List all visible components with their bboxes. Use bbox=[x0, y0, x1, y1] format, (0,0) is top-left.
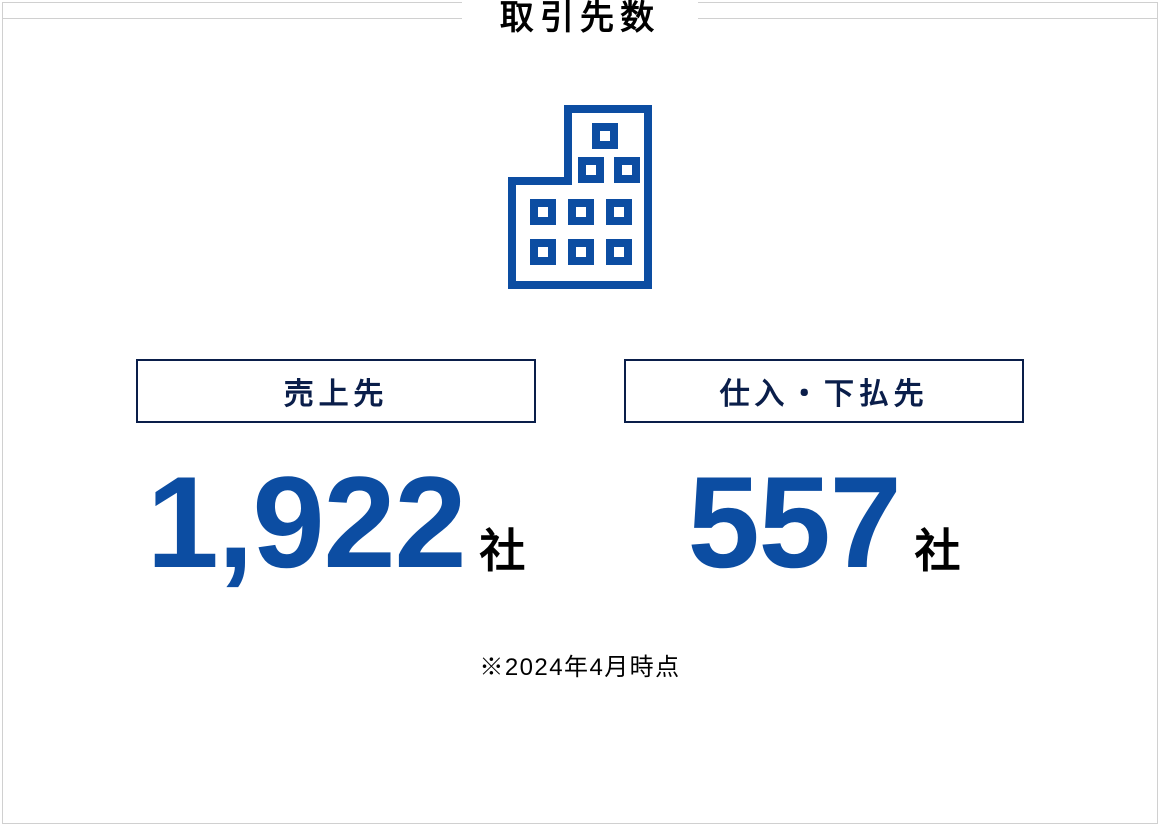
page-title: 取引先数 bbox=[462, 1, 698, 35]
infographic-container: 取引先数 bbox=[2, 2, 1158, 824]
stat-value-sales: 1,922 社 bbox=[147, 457, 526, 587]
footnote: ※2024年4月時点 bbox=[479, 647, 680, 682]
stat-unit-sales: 社 bbox=[479, 528, 525, 574]
stat-label-sales: 売上先 bbox=[136, 359, 536, 423]
title-rule-right bbox=[698, 18, 1157, 19]
title-rule-left bbox=[3, 18, 462, 19]
stat-block-sales: 売上先 1,922 社 bbox=[136, 359, 536, 587]
stat-value-suppliers: 557 社 bbox=[688, 457, 961, 587]
stat-number-sales: 1,922 bbox=[147, 457, 466, 587]
stats-row: 売上先 1,922 社 仕入・下払先 557 社 bbox=[3, 359, 1157, 587]
stat-block-suppliers: 仕入・下払先 557 社 bbox=[624, 359, 1024, 587]
building-icon bbox=[490, 99, 670, 289]
stat-label-suppliers: 仕入・下払先 bbox=[624, 359, 1024, 423]
stat-unit-suppliers: 社 bbox=[915, 528, 961, 574]
title-row: 取引先数 bbox=[3, 1, 1157, 35]
stat-number-suppliers: 557 bbox=[688, 457, 901, 587]
icon-wrap bbox=[490, 99, 670, 289]
